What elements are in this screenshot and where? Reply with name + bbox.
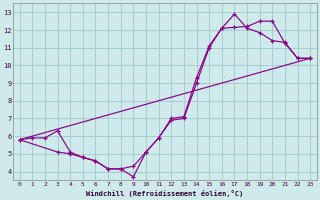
X-axis label: Windchill (Refroidissement éolien,°C): Windchill (Refroidissement éolien,°C)	[86, 190, 244, 197]
